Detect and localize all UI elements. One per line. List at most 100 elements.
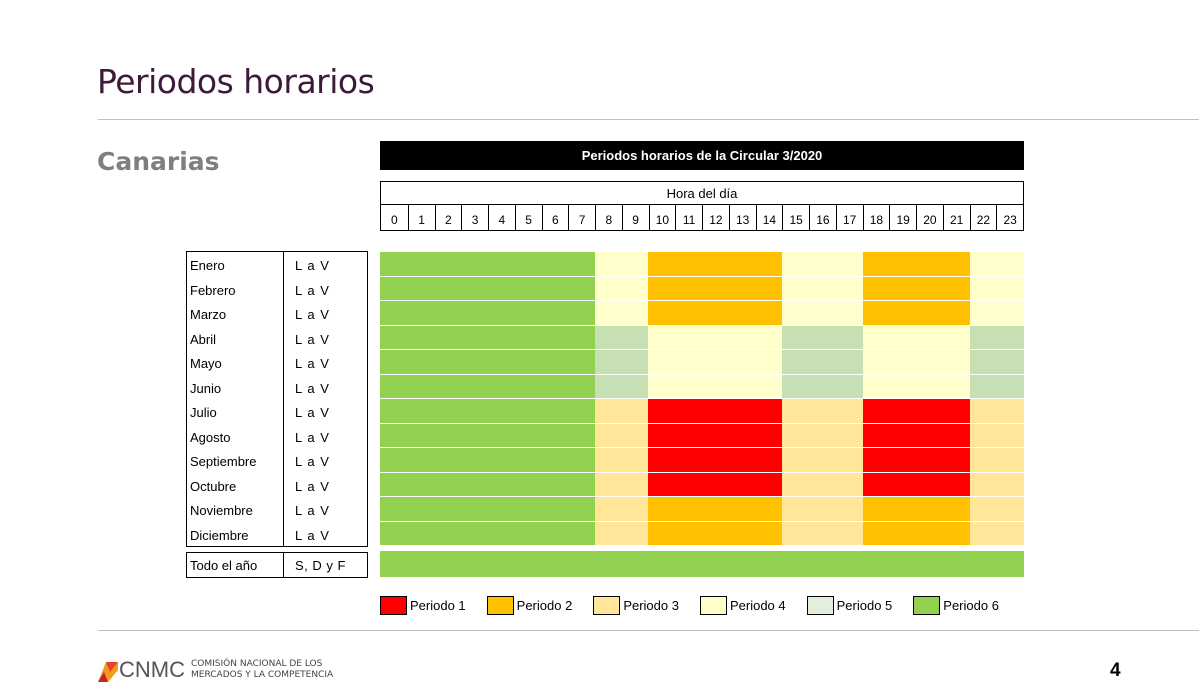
month-row: Abril L a V xyxy=(187,325,367,350)
period-cell xyxy=(648,325,783,349)
period-cell xyxy=(648,350,783,374)
hour-label: 17 xyxy=(835,205,863,230)
month-name: Diciembre xyxy=(187,521,284,546)
month-days: L a V xyxy=(295,282,330,298)
period-cell xyxy=(970,276,1024,300)
hour-label: 0 xyxy=(391,213,398,227)
period-cell xyxy=(594,448,649,472)
period-cell xyxy=(782,423,863,447)
period-cell xyxy=(970,399,1024,423)
period-cell xyxy=(782,350,863,374)
period-cell xyxy=(380,423,595,447)
month-row: Septiembre L a V xyxy=(187,448,367,473)
legend-swatch xyxy=(486,596,514,615)
period-cell xyxy=(862,301,971,325)
hour-label: 9 xyxy=(621,205,649,230)
month-days: L a V xyxy=(295,454,330,469)
period-cell xyxy=(380,301,595,325)
grid-row xyxy=(380,325,1024,350)
period-cell xyxy=(648,472,783,496)
grid-row xyxy=(380,423,1024,448)
period-cell xyxy=(782,374,863,398)
period-cell xyxy=(782,276,863,300)
month-row: Octubre L a V xyxy=(187,472,367,497)
hour-labels-row: 0 1 2 3 4 5 6 7 8 9 10 11 12 13 14 15 16 17 18 19 20 21 22 23 xyxy=(380,205,1024,231)
period-cell xyxy=(380,472,595,496)
period-cell xyxy=(970,350,1024,374)
table-title: Periodos horarios de la Circular 3/2020 xyxy=(380,141,1024,170)
hour-header: Hora del día xyxy=(380,181,1024,205)
slide-title: Periodos horarios xyxy=(97,62,375,101)
legend-item: Periodo 4 xyxy=(699,596,786,615)
grid-row xyxy=(380,399,1024,424)
month-row: Febrero L a V xyxy=(187,276,367,301)
month-row: Agosto L a V xyxy=(187,423,367,448)
hour-label: 1 xyxy=(407,205,435,230)
all-year-days: S, D y F xyxy=(295,558,346,573)
period-cell xyxy=(648,423,783,447)
period-cell xyxy=(862,472,971,496)
period-cell xyxy=(594,350,649,374)
period-cell xyxy=(380,325,595,349)
hour-label: 3 xyxy=(461,205,488,230)
period-cell xyxy=(782,497,863,521)
period-cell xyxy=(862,521,971,545)
period-cell xyxy=(862,350,971,374)
period-cell xyxy=(380,252,595,276)
period-cell xyxy=(970,325,1024,349)
hour-label: 16 xyxy=(809,205,836,230)
period-cell xyxy=(782,521,863,545)
month-name: Mayo xyxy=(187,350,284,375)
legend-label: Periodo 5 xyxy=(836,598,893,613)
legend: Periodo 1 Periodo 2 Periodo 3 Periodo 4 Peri… xyxy=(380,596,1020,615)
month-name: Junio xyxy=(187,374,284,399)
month-days: L a V xyxy=(295,429,330,445)
month-name: Octubre xyxy=(187,472,284,497)
hour-label: 23 xyxy=(996,205,1023,230)
month-row: Julio L a V xyxy=(187,399,367,424)
legend-swatch xyxy=(806,596,834,615)
hour-label: 13 xyxy=(728,205,756,230)
hour-label: 21 xyxy=(942,205,970,230)
grid-row xyxy=(380,497,1024,522)
period-cell xyxy=(862,374,971,398)
legend-label: Periodo 6 xyxy=(943,598,999,613)
legend-label: Periodo 3 xyxy=(623,598,679,613)
month-days: L a V xyxy=(295,380,330,396)
hour-label: 14 xyxy=(755,205,783,230)
legend-swatch xyxy=(913,596,941,615)
month-row: Diciembre L a V xyxy=(187,521,367,546)
period-cell xyxy=(782,448,863,472)
period-cell xyxy=(380,374,595,398)
period-cell xyxy=(862,423,971,447)
legend-label: Periodo 4 xyxy=(729,598,786,613)
period-cell xyxy=(648,448,783,472)
grid-row xyxy=(380,448,1024,473)
all-year-period-bar xyxy=(380,551,1024,577)
month-days: L a V xyxy=(295,331,330,347)
cnmc-org-name: COMISIÓN NACIONAL DE LOS MERCADOS Y LA C… xyxy=(191,659,334,680)
cnmc-logo-text: CNMC xyxy=(119,657,185,682)
period-cell xyxy=(648,521,783,545)
period-cell xyxy=(862,448,971,472)
month-row: Mayo L a V xyxy=(187,350,367,375)
legend-label: Periodo 1 xyxy=(410,598,466,613)
hour-label: 19 xyxy=(889,205,916,230)
period-cell xyxy=(970,252,1024,276)
period-cell xyxy=(970,472,1024,496)
month-name: Marzo xyxy=(187,301,284,326)
period-cell xyxy=(782,325,863,349)
period-cell xyxy=(594,472,649,496)
bottom-divider xyxy=(98,630,1199,631)
legend-item: Periodo 2 xyxy=(486,596,572,615)
month-name: Febrero xyxy=(187,276,284,301)
period-cell xyxy=(648,374,783,398)
grid-row xyxy=(380,276,1024,301)
period-cell xyxy=(380,399,595,423)
period-cell xyxy=(970,448,1024,472)
legend-swatch xyxy=(593,596,621,615)
period-cell xyxy=(970,521,1024,545)
period-cell xyxy=(970,423,1024,447)
period-cell xyxy=(648,252,783,276)
period-cell xyxy=(970,497,1024,521)
